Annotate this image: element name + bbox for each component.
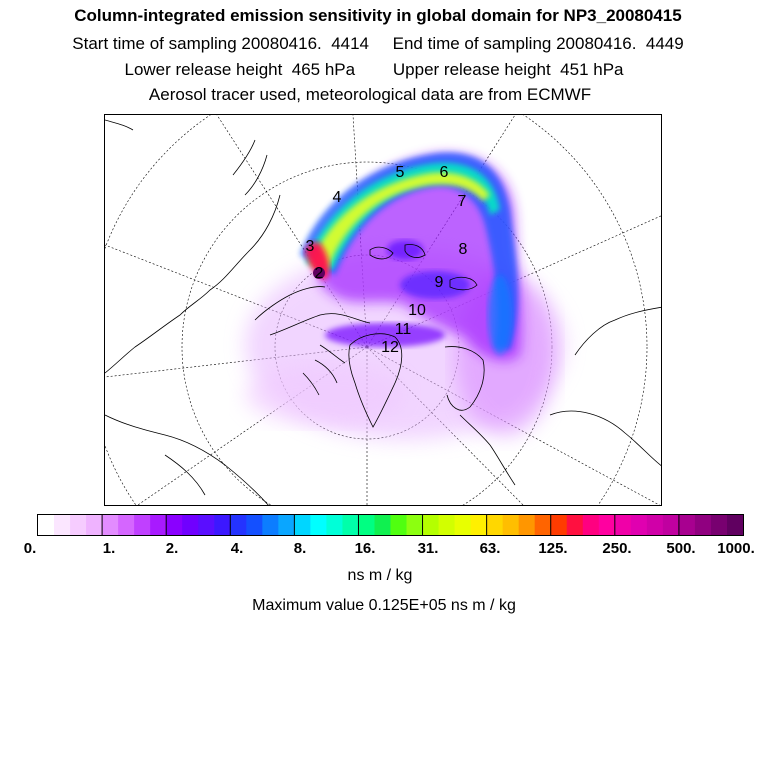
colorbar-swatch: [134, 515, 151, 535]
colorbar-swatch: [326, 515, 343, 535]
colorbar: [37, 514, 744, 536]
colorbar-swatch: [278, 515, 295, 535]
colorbar-tick: 1.: [102, 540, 116, 557]
contour-label-10: 10: [408, 302, 426, 319]
colorbar-swatch: [294, 515, 311, 535]
colorbar-swatch: [86, 515, 103, 535]
colorbar-swatch: [438, 515, 456, 535]
colorbar-swatch: [38, 515, 55, 535]
colorbar-swatch: [342, 515, 359, 535]
map-canvas: [105, 115, 661, 505]
colorbar-swatch: [310, 515, 327, 535]
tracer-info-line: Aerosol tracer used, meteorological data…: [148, 85, 592, 104]
colorbar-swatch: [198, 515, 215, 535]
colorbar-swatch: [566, 515, 584, 535]
maximum-value: Maximum value 0.125E+05 ns m / kg: [252, 597, 516, 614]
colorbar-swatch: [470, 515, 488, 535]
colorbar-tick: 8.: [293, 540, 307, 557]
colorbar-swatch: [582, 515, 600, 535]
colorbar-swatch: [102, 515, 119, 535]
colorbar-tick: 16.: [354, 540, 376, 557]
colorbar-swatch: [54, 515, 71, 535]
contour-label-5: 5: [395, 164, 405, 181]
contour-label-7: 7: [457, 193, 467, 210]
coastlines: [105, 119, 661, 505]
colorbar-swatch: [550, 515, 568, 535]
colorbar-swatch: [598, 515, 616, 535]
contour-label-6: 6: [439, 164, 449, 181]
colorbar-swatch: [614, 515, 632, 535]
colorbar-units: ns m / kg: [347, 567, 413, 584]
colorbar-swatch: [166, 515, 183, 535]
colorbar-swatch: [422, 515, 440, 535]
contour-label-12: 12: [381, 339, 399, 356]
colorbar-tick: 0.: [23, 540, 37, 557]
colorbar-swatches: [38, 515, 744, 535]
colorbar-swatch: [358, 515, 375, 535]
colorbar-tick: 125.: [538, 540, 568, 557]
sensitivity-plume: [245, 152, 565, 440]
colorbar-swatch: [150, 515, 167, 535]
colorbar-tick: 2.: [165, 540, 179, 557]
colorbar-tick: 63.: [479, 540, 501, 557]
contour-label-2: 2: [314, 265, 324, 282]
colorbar-swatch: [534, 515, 552, 535]
colorbar-swatch: [694, 515, 712, 535]
contour-label-11: 11: [394, 321, 412, 338]
colorbar-swatch: [262, 515, 279, 535]
colorbar-tick: 250.: [602, 540, 632, 557]
colorbar-tick: 31.: [417, 540, 439, 557]
chart-title: Column-integrated emission sensitivity i…: [74, 6, 682, 25]
colorbar-swatch: [246, 515, 263, 535]
colorbar-swatch: [230, 515, 247, 535]
emission-sensitivity-map: 2 3 4 5 6 7 8 9 10 11 12: [104, 114, 662, 506]
colorbar-swatch: [70, 515, 87, 535]
contour-label-8: 8: [458, 241, 468, 258]
colorbar-tick: 500.: [666, 540, 696, 557]
colorbar-swatch: [710, 515, 728, 535]
colorbar-swatch: [662, 515, 680, 535]
colorbar-tick: 1000.: [717, 540, 755, 557]
contour-label-9: 9: [434, 274, 444, 291]
colorbar-swatch: [118, 515, 135, 535]
colorbar-tick: 4.: [230, 540, 244, 557]
colorbar-swatch: [518, 515, 536, 535]
colorbar-swatch: [406, 515, 424, 535]
colorbar-swatch: [182, 515, 199, 535]
sampling-time-line: Start time of sampling 20080416. 4414 En…: [72, 34, 684, 53]
colorbar-swatch: [374, 515, 391, 535]
colorbar-swatch: [630, 515, 648, 535]
colorbar-swatch: [678, 515, 696, 535]
colorbar-swatch: [502, 515, 520, 535]
colorbar-swatch: [726, 515, 744, 535]
colorbar-swatch: [390, 515, 408, 535]
contour-label-3: 3: [305, 238, 315, 255]
release-height-line: Lower release height 465 hPa Upper relea…: [124, 60, 624, 79]
colorbar-swatch: [486, 515, 504, 535]
colorbar-swatch: [454, 515, 472, 535]
colorbar-swatch: [646, 515, 664, 535]
colorbar-swatch: [214, 515, 231, 535]
contour-label-4: 4: [332, 189, 342, 206]
